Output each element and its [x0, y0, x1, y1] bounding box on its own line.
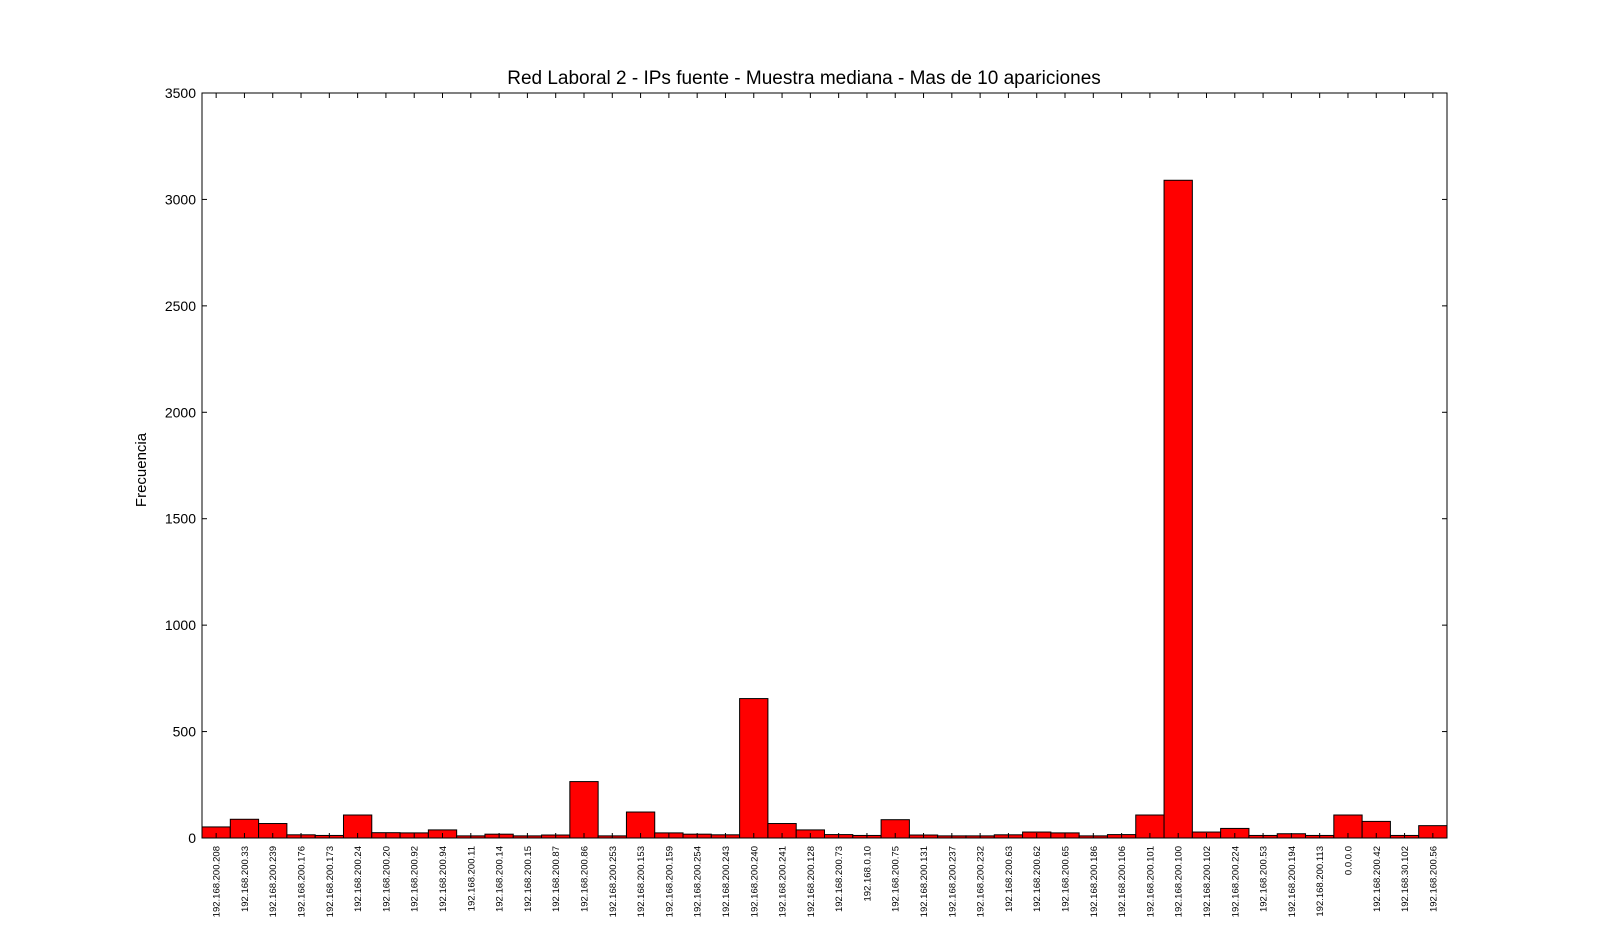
x-tick-label: 192.168.200.237 — [947, 846, 958, 917]
x-tick-label: 192.168.200.208 — [212, 846, 223, 917]
y-axis-label: Frecuencia — [133, 432, 150, 507]
x-tick-label: 192.168.200.14 — [495, 846, 506, 912]
y-tick-label: 0 — [188, 830, 196, 846]
x-tick-label: 192.168.200.254 — [693, 846, 704, 917]
bars-group — [201, 179, 1448, 839]
x-tick-label: 192.168.200.11 — [466, 846, 477, 911]
x-tick-label: 192.168.200.101 — [1145, 846, 1156, 917]
x-tick-label: 192.168.0.10 — [862, 846, 873, 901]
x-tick-label: 0.0.0.0 — [1343, 846, 1354, 875]
x-tick-label: 192.168.200.33 — [240, 846, 251, 912]
x-tick-label: 192.168.200.240 — [749, 846, 760, 917]
y-tick-label: 2000 — [165, 404, 196, 420]
x-tick-label: 192.168.200.53 — [1259, 846, 1270, 912]
x-tick-label: 192.168.200.20 — [381, 846, 392, 912]
bar-192.168.200.100 — [1163, 179, 1193, 839]
x-tick-label: 192.168.200.87 — [551, 846, 562, 912]
x-tick-label: 192.168.200.232 — [976, 846, 987, 917]
x-tick-label: 192.168.200.73 — [834, 846, 845, 912]
x-tick-label: 192.168.200.75 — [891, 846, 902, 912]
x-tick-label: 192.168.200.56 — [1428, 846, 1439, 912]
x-tick-label: 192.168.200.173 — [325, 846, 336, 917]
y-tick-label: 1500 — [165, 511, 196, 527]
x-ticks-group: 192.168.200.208 192.168.200.33 192.168.200… — [212, 93, 1439, 917]
y-ticks-group: 0 500 1000 1500 2000 2500 3000 3500 — [165, 85, 1447, 846]
x-tick-label: 192.168.200.243 — [721, 846, 732, 917]
x-tick-label: 192.168.200.92 — [410, 846, 421, 912]
x-tick-label: 192.168.200.194 — [1287, 846, 1298, 917]
y-tick-label: 500 — [173, 724, 197, 740]
x-tick-label: 192.168.200.65 — [1061, 846, 1072, 912]
x-tick-label: 192.168.200.186 — [1089, 846, 1100, 917]
x-tick-label: 192.168.200.86 — [579, 846, 590, 912]
y-tick-label: 1000 — [165, 617, 196, 633]
x-tick-label: 192.168.200.128 — [806, 846, 817, 917]
x-tick-label: 192.168.30.102 — [1400, 846, 1411, 912]
bar-192.168.200.86 — [569, 781, 599, 839]
x-tick-label: 192.168.200.239 — [268, 846, 279, 917]
x-tick-label: 192.168.200.100 — [1174, 846, 1185, 917]
x-tick-label: 192.168.200.63 — [1004, 846, 1015, 912]
y-tick-label: 3000 — [165, 191, 196, 207]
x-tick-label: 192.168.200.241 — [778, 846, 789, 917]
x-tick-label: 192.168.200.106 — [1117, 846, 1128, 917]
bar-192.168.200.240 — [739, 698, 769, 839]
x-tick-label: 192.168.200.94 — [438, 846, 449, 912]
y-tick-label: 3500 — [165, 85, 196, 101]
x-tick-label: 192.168.200.113 — [1315, 846, 1326, 917]
x-tick-label: 192.168.200.159 — [664, 846, 675, 917]
x-tick-label: 192.168.200.153 — [636, 846, 647, 917]
x-tick-label: 192.168.200.253 — [608, 846, 619, 917]
x-tick-label: 192.168.200.42 — [1372, 846, 1383, 912]
x-tick-label: 192.168.200.176 — [297, 846, 308, 917]
x-tick-label: 192.168.200.102 — [1202, 846, 1213, 917]
x-tick-label: 192.168.200.131 — [919, 846, 930, 917]
x-tick-label: 192.168.200.62 — [1032, 846, 1043, 912]
y-tick-label: 2500 — [165, 298, 196, 314]
x-tick-label: 192.168.200.224 — [1230, 846, 1241, 917]
x-tick-label: 192.168.200.15 — [523, 846, 534, 912]
x-tick-label: 192.168.200.24 — [353, 846, 364, 912]
chart-title: Red Laboral 2 - IPs fuente - Muestra med… — [507, 68, 1101, 89]
plot-frame — [201, 92, 1448, 839]
